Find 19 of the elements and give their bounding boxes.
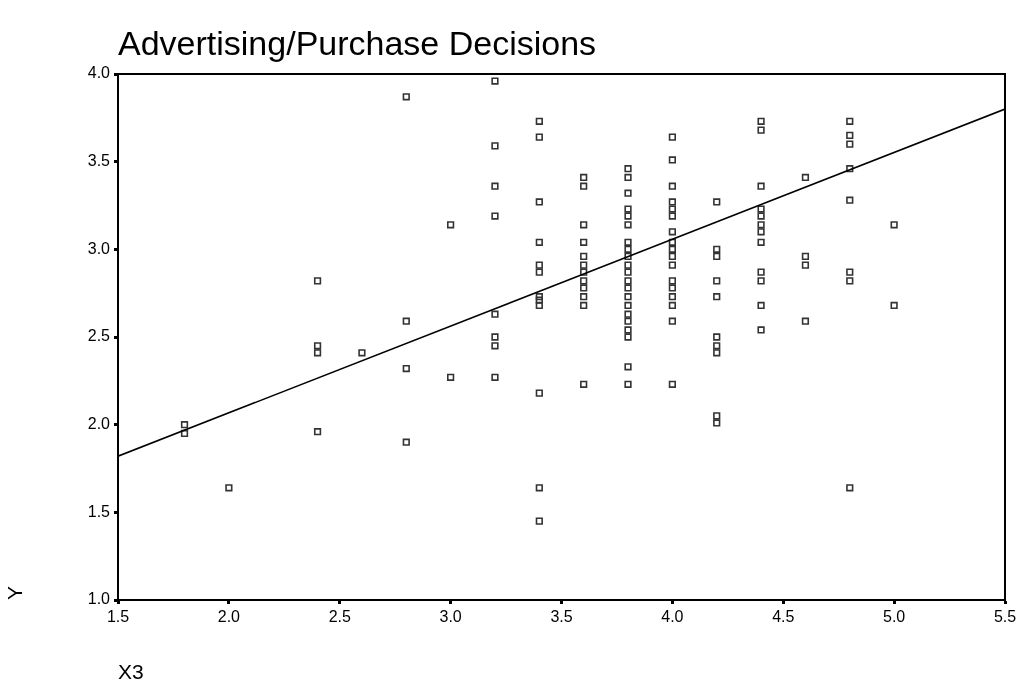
x-tick-label: 5.5 xyxy=(993,608,1017,626)
x-tick-label: 2.0 xyxy=(217,608,241,626)
x-tick-label: 1.5 xyxy=(106,608,130,626)
y-tick-label: 2.5 xyxy=(87,327,111,345)
y-tick-label: 3.0 xyxy=(87,239,111,257)
x-tick-label: 4.5 xyxy=(772,608,795,626)
x-tick-label: 2.5 xyxy=(328,608,351,626)
y-tick-label: 4.0 xyxy=(87,64,111,82)
x-tick-label: 4.0 xyxy=(661,608,684,626)
y-tick-label: 3.5 xyxy=(87,152,111,170)
y-tick-label: 1.5 xyxy=(87,502,111,520)
y-tick-label: 1.0 xyxy=(87,590,111,608)
x-tick-label: 3.5 xyxy=(550,608,573,626)
x-tick-label: 3.0 xyxy=(439,608,462,626)
y-tick-label: 2.0 xyxy=(87,415,111,433)
chart-title: Advertising/Purchase Decisions xyxy=(118,24,597,62)
x-axis-title: X3 xyxy=(118,660,144,684)
y-axis-title: Y xyxy=(3,585,27,600)
x-tick-label: 5.0 xyxy=(883,608,906,626)
